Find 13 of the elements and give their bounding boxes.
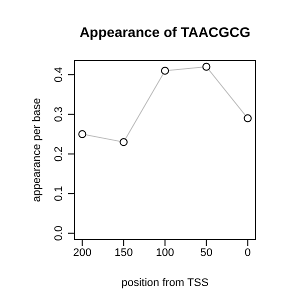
y-tick-label: 0.1: [53, 186, 65, 202]
x-tick-label: 150: [114, 246, 133, 259]
y-tick-label: 0.2: [53, 146, 65, 162]
y-tick-label: 0.3: [53, 106, 65, 122]
x-tick-label: 0: [244, 246, 251, 259]
x-axis-title: position from TSS: [121, 277, 209, 289]
x-tick-label: 50: [200, 246, 212, 259]
y-tick-label: 0.4: [53, 67, 65, 82]
y-axis-title: appearance per base: [30, 98, 43, 202]
chart-title: Appearance of TAACGCG: [78, 24, 252, 40]
x-tick-label: 100: [156, 246, 174, 259]
x-tick-label: 200: [73, 246, 92, 259]
y-tick-label: 0.0: [53, 226, 65, 241]
